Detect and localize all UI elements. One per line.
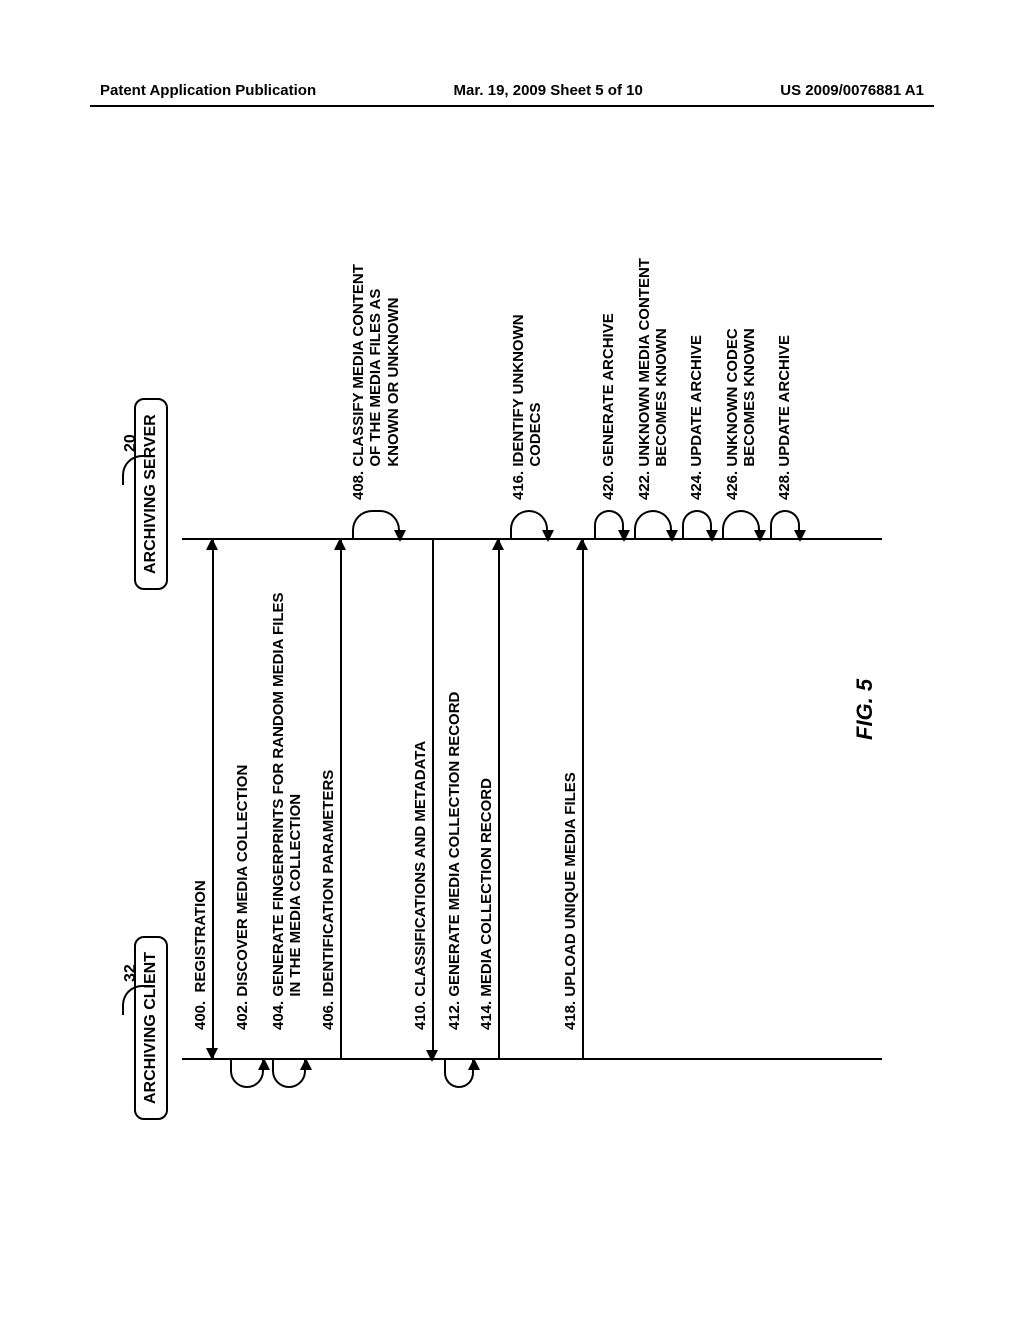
label-400: 400. REGISTRATION [192, 880, 209, 1030]
arrow-414 [492, 538, 504, 550]
client-ref-label: 32 [122, 964, 140, 982]
label-410: 410. CLASSIFICATIONS AND METADATA [412, 741, 429, 1030]
label-426: 426. UNKNOWN CODEC BECOMES KNOWN [724, 328, 759, 500]
page-header: Patent Application Publication Mar. 19, … [0, 82, 1024, 99]
arrow-428 [794, 530, 806, 542]
client-ref-curve [122, 985, 152, 1015]
server-ref-curve [122, 455, 152, 485]
arrow-400-r [206, 538, 218, 550]
arrow-406 [334, 538, 346, 550]
label-416: 416. IDENTIFY UNKNOWN CODECS [510, 314, 545, 500]
header-rule [90, 105, 934, 107]
arrow-416 [542, 530, 554, 542]
label-422: 422. UNKNOWN MEDIA CONTENT BECOMES KNOWN [636, 258, 671, 500]
label-404: 404. GENERATE FINGERPRINTS FOR RANDOM ME… [270, 592, 305, 1030]
msg-400 [212, 540, 214, 1058]
label-420: 420. GENERATE ARCHIVE [600, 313, 617, 500]
label-424: 424. UPDATE ARCHIVE [688, 335, 705, 500]
arrow-410 [426, 1050, 438, 1062]
self-408 [352, 510, 400, 538]
arrow-422 [666, 530, 678, 542]
msg-410 [432, 540, 434, 1058]
server-box-label: ARCHIVING SERVER [142, 414, 159, 574]
label-408: 408. CLASSIFY MEDIA CONTENT OF THE MEDIA… [350, 264, 402, 500]
label-412: 412. GENERATE MEDIA COLLECTION RECORD [446, 692, 463, 1030]
arrow-412 [468, 1058, 480, 1070]
arrow-404 [300, 1058, 312, 1070]
client-box-label: ARCHIVING CLIENT [142, 952, 159, 1104]
msg-414 [498, 540, 500, 1058]
arrow-408 [394, 530, 406, 542]
arrow-426 [754, 530, 766, 542]
label-428: 428. UPDATE ARCHIVE [776, 335, 793, 500]
sequence-diagram: ARCHIVING CLIENT 32 ARCHIVING SERVER 20 … [122, 150, 902, 1170]
figure-label: FIG. 5 [852, 679, 878, 740]
server-ref-label: 20 [122, 434, 140, 452]
arrow-402 [258, 1058, 270, 1070]
header-center: Mar. 19, 2009 Sheet 5 of 10 [454, 82, 643, 99]
server-lifeline [182, 538, 882, 540]
archiving-server-box: ARCHIVING SERVER [134, 398, 168, 590]
arrow-424 [706, 530, 718, 542]
label-418: 418. UPLOAD UNIQUE MEDIA FILES [562, 772, 579, 1030]
msg-406 [340, 540, 342, 1058]
msg-418 [582, 540, 584, 1058]
header-right: US 2009/0076881 A1 [780, 82, 924, 99]
header-left: Patent Application Publication [100, 82, 316, 99]
arrow-400-l [206, 1048, 218, 1060]
arrow-418 [576, 538, 588, 550]
arrow-420 [618, 530, 630, 542]
label-406: 406. IDENTIFICATION PARAMETERS [320, 770, 337, 1030]
label-414: 414. MEDIA COLLECTION RECORD [478, 778, 495, 1030]
label-402: 402. DISCOVER MEDIA COLLECTION [234, 765, 251, 1030]
